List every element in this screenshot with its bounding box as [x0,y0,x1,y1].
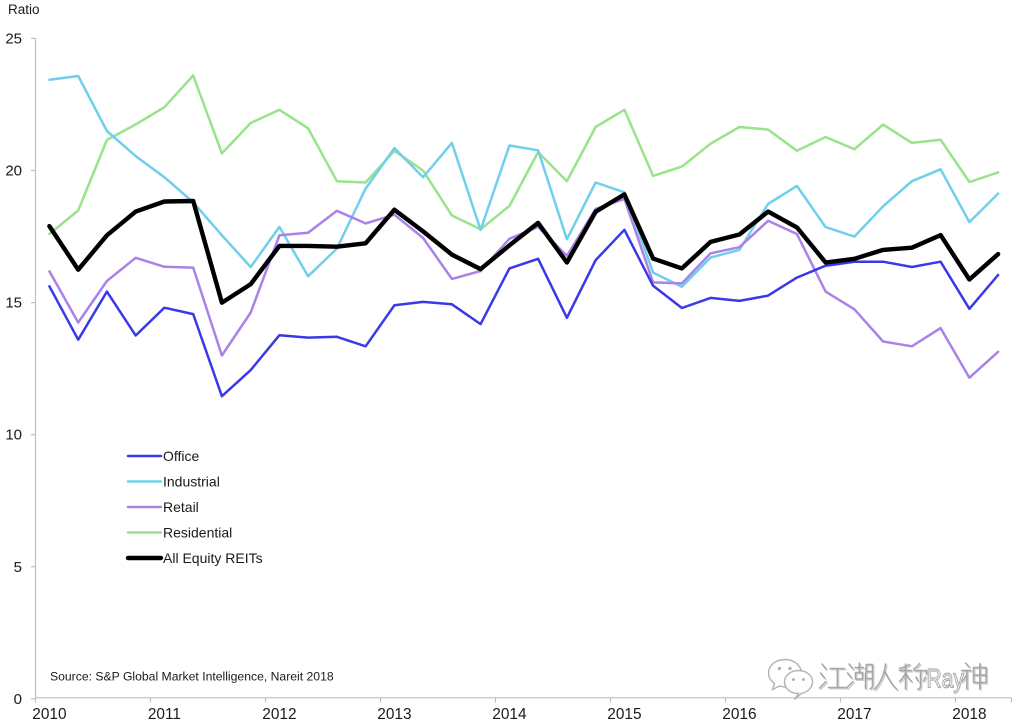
svg-text:Residential: Residential [163,525,232,541]
svg-text:Industrial: Industrial [163,474,220,490]
svg-text:2010: 2010 [32,706,66,723]
svg-text:10: 10 [5,427,22,444]
svg-text:15: 15 [5,295,22,312]
svg-text:Ray: Ray [927,664,965,694]
svg-text:2018: 2018 [952,706,986,723]
svg-text:2017: 2017 [837,706,871,723]
svg-text:20: 20 [5,163,22,180]
svg-text:Retail: Retail [163,499,199,515]
svg-text:5: 5 [14,559,22,576]
svg-text:2013: 2013 [377,706,411,723]
svg-text:All Equity REITs: All Equity REITs [163,550,263,566]
svg-text:2011: 2011 [148,706,181,723]
svg-text:2012: 2012 [262,706,296,723]
svg-text:2015: 2015 [607,706,641,723]
svg-text:0: 0 [14,691,22,708]
svg-text:Source: S&P Global Market Inte: Source: S&P Global Market Intelligence, … [50,670,334,684]
svg-text:Office: Office [163,448,200,464]
svg-text:2014: 2014 [492,706,527,723]
svg-text:Ratio: Ratio [8,2,40,17]
svg-text:2016: 2016 [722,706,756,723]
svg-text:25: 25 [5,30,22,47]
